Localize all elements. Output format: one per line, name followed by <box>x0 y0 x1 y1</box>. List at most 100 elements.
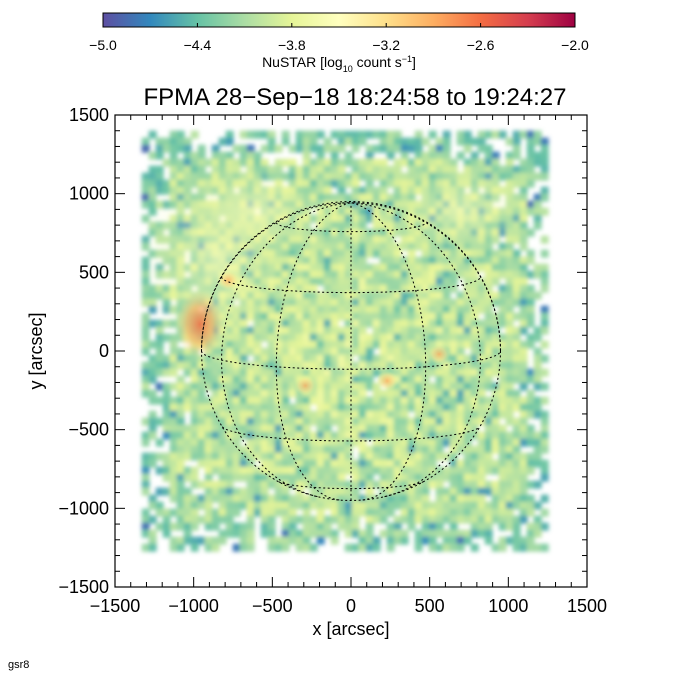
heatmap-cell <box>463 466 472 475</box>
heatmap-cell <box>505 284 514 293</box>
heatmap-cell <box>533 221 542 230</box>
heatmap-cell <box>337 284 346 293</box>
heatmap-cell <box>379 214 388 223</box>
heatmap-cell <box>267 410 276 419</box>
heatmap-cell <box>141 200 150 209</box>
heatmap-cell <box>449 263 458 272</box>
heatmap-cell <box>260 480 269 489</box>
heatmap-cell <box>316 277 325 286</box>
heatmap-cell <box>379 347 388 356</box>
heatmap-cell <box>141 487 150 496</box>
heatmap-cell <box>211 543 220 552</box>
heatmap-cell <box>323 347 332 356</box>
heatmap-cell <box>337 459 346 468</box>
heatmap-cell <box>365 487 374 496</box>
heatmap-cell <box>414 291 423 300</box>
heatmap-cell <box>519 536 528 545</box>
heatmap-cell <box>512 270 521 279</box>
heatmap-cell <box>351 193 360 202</box>
heatmap-cell <box>253 382 262 391</box>
heatmap-cell <box>260 452 269 461</box>
heatmap-cell <box>309 172 318 181</box>
heatmap-cell <box>344 522 353 531</box>
heatmap-cell <box>407 312 416 321</box>
heatmap-cell <box>281 501 290 510</box>
heatmap-cell <box>393 361 402 370</box>
heatmap-cell <box>344 242 353 251</box>
heatmap-cell <box>505 508 514 517</box>
heatmap-cell <box>330 249 339 258</box>
heatmap-cell <box>232 487 241 496</box>
heatmap-cell <box>491 438 500 447</box>
heatmap-cell <box>386 256 395 265</box>
heatmap-cell <box>477 487 486 496</box>
heatmap-cell <box>267 522 276 531</box>
heatmap-cell <box>484 158 493 167</box>
heatmap-cell <box>246 382 255 391</box>
heatmap-cell <box>470 340 479 349</box>
heatmap-cell <box>456 536 465 545</box>
heatmap-cell <box>169 368 178 377</box>
heatmap-cell <box>428 396 437 405</box>
heatmap-cell <box>414 543 423 552</box>
heatmap-cell <box>239 361 248 370</box>
heatmap-cell <box>260 410 269 419</box>
heatmap-cell <box>288 445 297 454</box>
heatmap-cell <box>246 473 255 482</box>
heatmap-cell <box>400 396 409 405</box>
heatmap-cell <box>337 144 346 153</box>
heatmap-cell <box>218 137 227 146</box>
heatmap-cell <box>274 403 283 412</box>
heatmap-cell <box>316 235 325 244</box>
heatmap-cell <box>295 438 304 447</box>
heatmap-cell <box>463 410 472 419</box>
heatmap-cell <box>239 494 248 503</box>
heatmap-cell <box>176 382 185 391</box>
heatmap-cell <box>428 256 437 265</box>
heatmap-cell <box>211 417 220 426</box>
heatmap-cell <box>239 382 248 391</box>
heatmap-cell <box>393 410 402 419</box>
heatmap-cell <box>295 319 304 328</box>
heatmap-cell <box>176 536 185 545</box>
heatmap-cell <box>183 508 192 517</box>
heatmap-cell <box>274 438 283 447</box>
heatmap-cell <box>533 137 542 146</box>
heatmap-cell <box>463 417 472 426</box>
heatmap-cell <box>435 473 444 482</box>
heatmap-cell <box>302 431 311 440</box>
heatmap-cell <box>288 515 297 524</box>
heatmap-cell <box>386 452 395 461</box>
heatmap-cell <box>344 179 353 188</box>
heatmap-cell <box>491 326 500 335</box>
heatmap-cell <box>484 333 493 342</box>
heatmap-cell <box>169 165 178 174</box>
heatmap-cell <box>414 298 423 307</box>
heatmap-cell <box>477 529 486 538</box>
heatmap-cell <box>470 137 479 146</box>
heatmap-cell <box>470 431 479 440</box>
heatmap-cell <box>491 361 500 370</box>
heatmap-cell <box>407 466 416 475</box>
heatmap-cell <box>372 277 381 286</box>
heatmap-cell <box>365 529 374 538</box>
heatmap-cell <box>239 403 248 412</box>
heatmap-cell <box>169 459 178 468</box>
heatmap-cell <box>169 347 178 356</box>
heatmap-cell <box>309 431 318 440</box>
heatmap-cell <box>372 438 381 447</box>
heatmap-cell <box>323 466 332 475</box>
heatmap-cell <box>267 515 276 524</box>
heatmap-cell <box>421 312 430 321</box>
heatmap-cell <box>162 354 171 363</box>
heatmap-cell <box>141 298 150 307</box>
heatmap-cell <box>365 333 374 342</box>
heatmap-cell <box>358 235 367 244</box>
heatmap-cell <box>288 291 297 300</box>
heatmap-cell <box>421 347 430 356</box>
heatmap-cell <box>470 256 479 265</box>
heatmap-cell <box>281 347 290 356</box>
heatmap-cell <box>358 326 367 335</box>
heatmap-cell <box>323 298 332 307</box>
heatmap-cell <box>379 466 388 475</box>
